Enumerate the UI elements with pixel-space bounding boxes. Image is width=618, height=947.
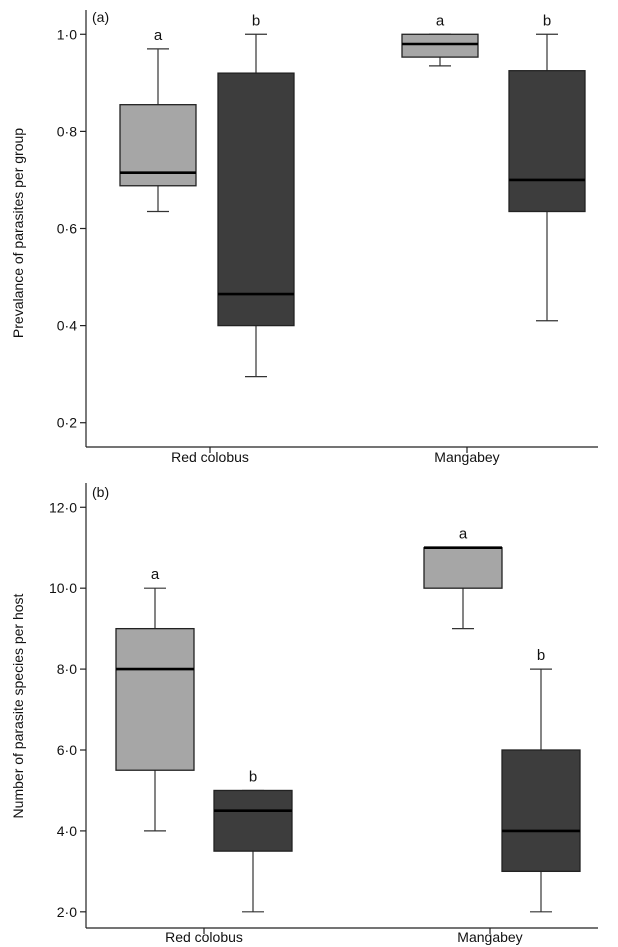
iqr-box [423, 547, 503, 589]
significance-letter: a [459, 526, 468, 543]
iqr-box [501, 749, 581, 873]
significance-letter: a [154, 27, 163, 44]
y-tick-label: 6·0 [57, 742, 77, 758]
x-tick-label: Mangabey [434, 449, 499, 465]
significance-letter: b [252, 12, 260, 29]
iqr-box [401, 33, 479, 58]
significance-letter: b [537, 647, 545, 664]
panel-label: (b) [92, 484, 109, 500]
significance-letter: b [249, 768, 257, 785]
y-tick-label: 0·2 [57, 415, 77, 431]
panel-b: (b) Number of parasite species per host … [10, 483, 598, 945]
box-light: a [119, 27, 197, 213]
significance-letter: a [151, 566, 160, 583]
y-tick-label: 0·8 [57, 123, 77, 139]
box-dark: b [508, 12, 586, 322]
x-tick-label: Red colobus [165, 929, 243, 945]
y-axis-title: Prevalance of parasites per group [10, 128, 26, 338]
y-tick-label: 1·0 [57, 26, 77, 42]
x-tick-label: Mangabey [457, 929, 522, 945]
y-tick-label: 10·0 [49, 580, 77, 596]
significance-letter: a [436, 12, 445, 29]
iqr-box [115, 627, 195, 771]
panel-a: (a) Prevalance of parasites per group 0·… [10, 9, 598, 465]
box-light: a [423, 526, 503, 630]
iqr-box [508, 70, 586, 213]
box-dark: b [213, 768, 293, 913]
y-tick-label: 2·0 [57, 904, 77, 920]
panel-label: (a) [92, 9, 109, 25]
box-light: a [115, 566, 195, 832]
x-tick-label: Red colobus [171, 449, 249, 465]
y-tick-label: 0·4 [57, 318, 77, 334]
y-tick-label: 0·6 [57, 221, 77, 237]
box-dark: b [217, 12, 295, 378]
y-tick-label: 8·0 [57, 661, 77, 677]
box-light: a [401, 12, 479, 67]
iqr-box [217, 72, 295, 327]
y-axis-title: Number of parasite species per host [10, 593, 26, 818]
y-tick-label: 12·0 [49, 499, 77, 515]
significance-letter: b [543, 12, 551, 29]
iqr-box [213, 789, 293, 852]
box-dark: b [501, 647, 581, 913]
y-tick-label: 4·0 [57, 823, 77, 839]
